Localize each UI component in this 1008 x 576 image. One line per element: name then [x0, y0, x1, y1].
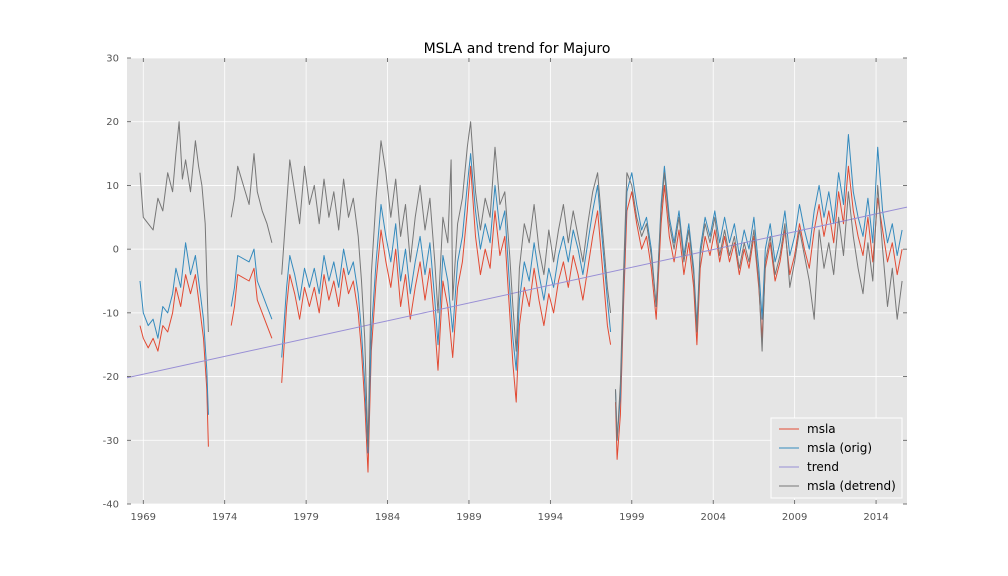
- series-layer: [126, 121, 908, 473]
- y-tick-label: -30: [103, 436, 119, 447]
- y-tick-label: 20: [106, 117, 119, 128]
- legend-box: [770, 417, 903, 499]
- legend: msla msla (orig) trend msla (detrend): [770, 417, 903, 499]
- series-line-msla-orig: [139, 134, 903, 454]
- tick-labels: 1969 1974 1979 1984 1989 1994 1999 2004 2009 2014…: [103, 54, 889, 524]
- legend-label: msla (orig): [807, 441, 872, 455]
- y-tick-label: -10: [103, 308, 119, 319]
- series-line-msla-detrend: [139, 121, 903, 448]
- y-tick-label: 0: [113, 245, 119, 256]
- x-tick-label: 1974: [212, 512, 237, 523]
- ticks: [127, 57, 907, 505]
- series-line-trend: [126, 206, 908, 379]
- series-line-msla: [139, 165, 903, 473]
- x-tick-label: 1979: [293, 512, 318, 523]
- y-tick-label: -40: [103, 500, 119, 511]
- x-tick-label: 2009: [782, 512, 807, 523]
- legend-label: trend: [807, 460, 839, 474]
- x-tick-label: 1969: [131, 512, 156, 523]
- x-tick-label: 1989: [456, 512, 481, 523]
- legend-label: msla (detrend): [807, 479, 896, 493]
- x-tick-label: 1984: [375, 512, 400, 523]
- x-tick-label: 1999: [619, 512, 644, 523]
- y-tick-label: 10: [106, 181, 119, 192]
- grid: [127, 57, 907, 505]
- legend-label: msla: [807, 422, 836, 436]
- x-tick-label: 2014: [863, 512, 888, 523]
- x-tick-label: 1994: [538, 512, 563, 523]
- y-tick-label: -20: [103, 372, 119, 383]
- y-tick-label: 30: [106, 54, 119, 65]
- x-tick-label: 2004: [700, 512, 725, 523]
- chart-title: MSLA and trend for Majuro: [424, 41, 611, 57]
